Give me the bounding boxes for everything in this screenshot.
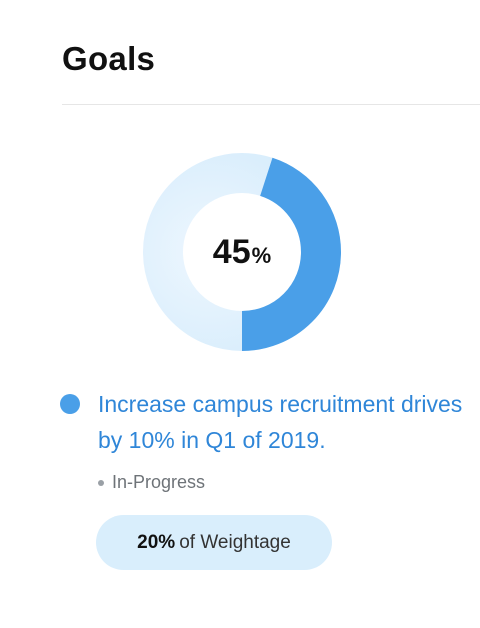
progress-percent-value: 45 [212, 232, 251, 271]
progress-donut-chart [143, 153, 341, 351]
progress-percent-sign: % [251, 243, 272, 268]
weightage-badge: 20% of Weightage [96, 515, 332, 570]
goal-status: In-Progress [98, 472, 205, 493]
weightage-value: 20% [137, 531, 176, 553]
donut-filled-arc [143, 153, 341, 351]
goal-status-label: In-Progress [112, 472, 206, 492]
progress-donut: 45% [143, 153, 341, 351]
page-title: Goals [62, 40, 156, 77]
goal-title-link[interactable]: Increase campus recruitment drives by 10… [98, 391, 463, 453]
donut-center-label: 45% [143, 153, 341, 351]
weightage-label: of Weightage [179, 531, 291, 553]
status-dot-icon [98, 479, 104, 486]
header-divider [62, 104, 480, 105]
goal-bullet-icon [60, 394, 80, 414]
